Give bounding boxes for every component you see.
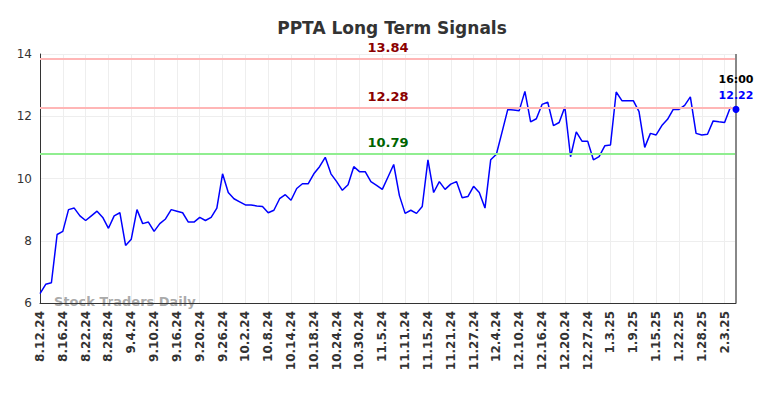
svg-text:10.8.24: 10.8.24 bbox=[261, 311, 275, 362]
svg-text:1.22.25: 1.22.25 bbox=[672, 311, 686, 362]
svg-text:PPTA Long Term Signals: PPTA Long Term Signals bbox=[277, 18, 507, 38]
svg-text:10.14.24: 10.14.24 bbox=[284, 311, 298, 370]
svg-text:10.2.24: 10.2.24 bbox=[238, 311, 252, 362]
svg-text:8.28.24: 8.28.24 bbox=[101, 311, 115, 362]
svg-text:11.21.24: 11.21.24 bbox=[444, 311, 458, 370]
svg-text:9.16.24: 9.16.24 bbox=[170, 311, 184, 362]
svg-text:8.16.24: 8.16.24 bbox=[56, 311, 70, 362]
svg-text:11.11.24: 11.11.24 bbox=[398, 311, 412, 370]
svg-text:10.79: 10.79 bbox=[367, 135, 408, 150]
svg-text:10.18.24: 10.18.24 bbox=[307, 311, 321, 370]
svg-text:12.20.24: 12.20.24 bbox=[558, 311, 572, 370]
svg-text:1.15.25: 1.15.25 bbox=[649, 311, 663, 362]
svg-text:6: 6 bbox=[24, 296, 32, 310]
svg-text:12.4.24: 12.4.24 bbox=[489, 311, 503, 362]
svg-text:1.9.25: 1.9.25 bbox=[626, 311, 640, 354]
svg-text:8.12.24: 8.12.24 bbox=[33, 311, 47, 362]
svg-text:10: 10 bbox=[17, 172, 32, 186]
svg-text:11.15.24: 11.15.24 bbox=[421, 311, 435, 370]
svg-text:2.3.25: 2.3.25 bbox=[718, 311, 732, 354]
svg-text:12.28: 12.28 bbox=[367, 89, 408, 104]
svg-text:12.16.24: 12.16.24 bbox=[535, 311, 549, 370]
svg-text:14: 14 bbox=[17, 47, 32, 61]
svg-text:10.24.24: 10.24.24 bbox=[330, 311, 344, 370]
svg-text:Stock Traders Daily: Stock Traders Daily bbox=[54, 294, 196, 309]
svg-text:9.20.24: 9.20.24 bbox=[193, 311, 207, 362]
svg-text:8.22.24: 8.22.24 bbox=[79, 311, 93, 362]
svg-text:8: 8 bbox=[24, 234, 32, 248]
svg-text:13.84: 13.84 bbox=[367, 40, 408, 55]
svg-text:1.3.25: 1.3.25 bbox=[603, 311, 617, 354]
svg-text:12: 12 bbox=[17, 109, 32, 123]
svg-text:10.30.24: 10.30.24 bbox=[352, 311, 366, 370]
svg-text:11.5.24: 11.5.24 bbox=[375, 311, 389, 362]
svg-text:9.26.24: 9.26.24 bbox=[216, 311, 230, 362]
svg-text:16:00: 16:00 bbox=[718, 73, 753, 86]
svg-text:12.22: 12.22 bbox=[719, 89, 754, 102]
svg-text:11.27.24: 11.27.24 bbox=[467, 311, 481, 370]
svg-text:12.27.24: 12.27.24 bbox=[581, 311, 595, 370]
svg-text:9.10.24: 9.10.24 bbox=[147, 311, 161, 362]
svg-text:9.4.24: 9.4.24 bbox=[124, 311, 138, 354]
svg-text:12.10.24: 12.10.24 bbox=[512, 311, 526, 370]
svg-text:1.28.25: 1.28.25 bbox=[695, 311, 709, 362]
